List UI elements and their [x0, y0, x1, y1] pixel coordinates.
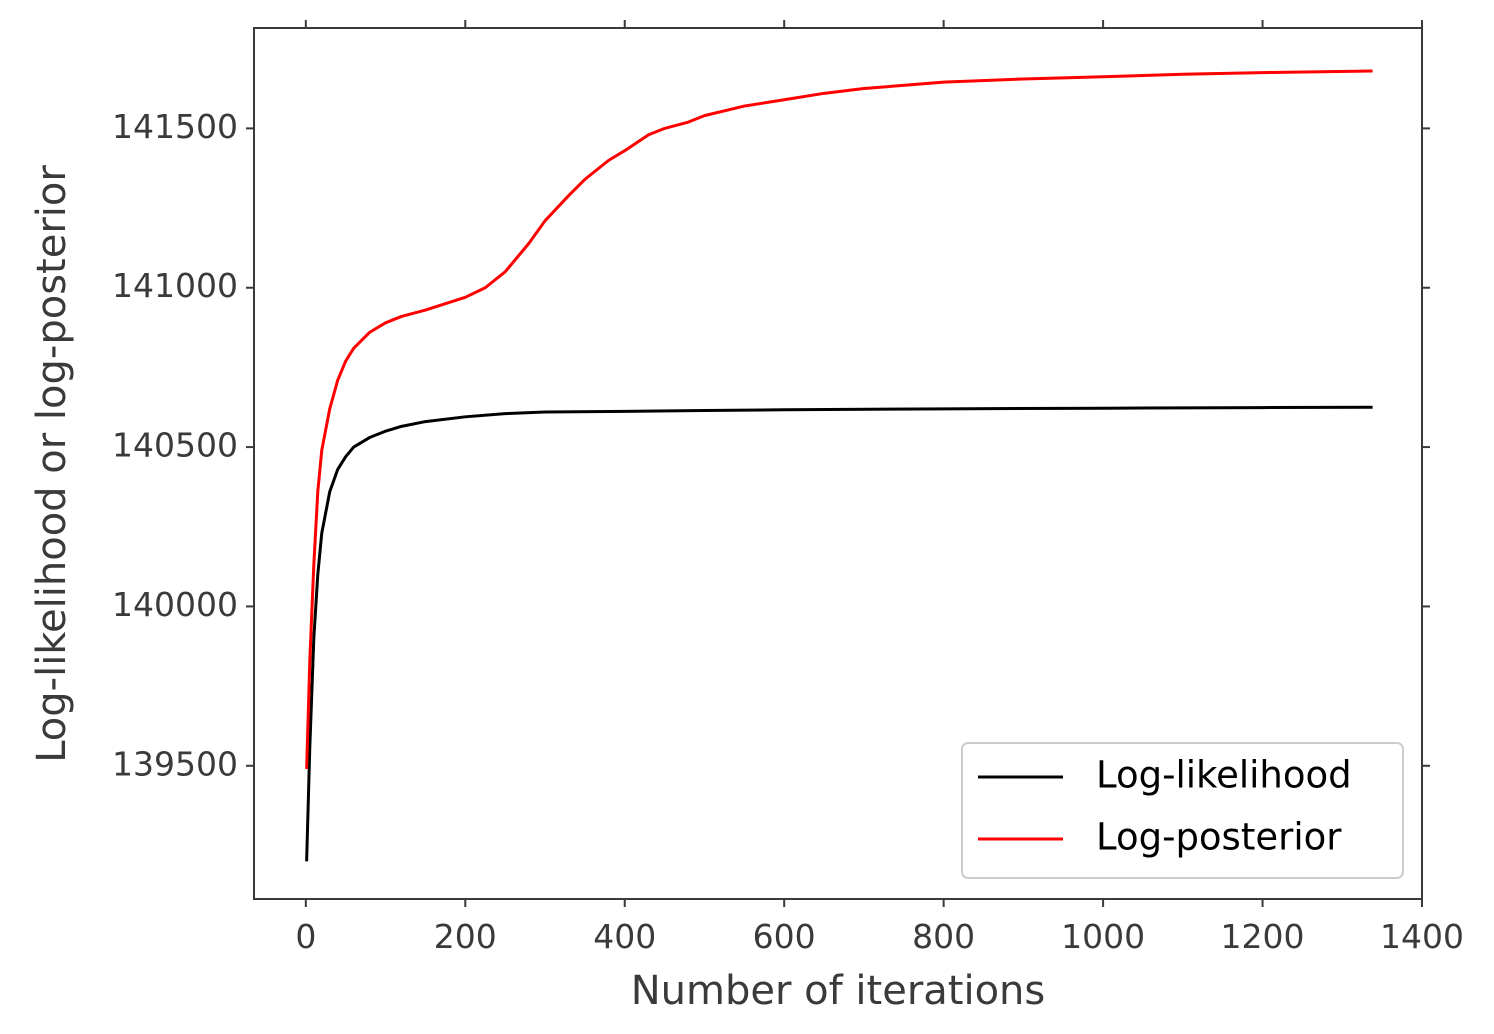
- series-line-log-posterior: [305, 69, 1373, 770]
- x-axis-title: Number of iterations: [631, 968, 1046, 1014]
- y-tick-label: 139500: [112, 744, 238, 783]
- x-tick-label: 200: [434, 917, 497, 956]
- y-axis-title: Log-likelihood or log-posterior: [29, 165, 75, 763]
- x-tick-label: 1200: [1221, 917, 1305, 956]
- legend-box: [961, 742, 1404, 879]
- series-line-log-likelihood: [305, 405, 1373, 862]
- y-tick-label: 141000: [112, 266, 238, 305]
- legend: Log-likelihood Log-posterior: [961, 742, 1404, 879]
- y-tick-label: 140500: [112, 426, 238, 465]
- plot-area-frame: [253, 27, 1423, 900]
- x-tick-label: 400: [593, 917, 656, 956]
- x-tick-label: 800: [912, 917, 975, 956]
- legend-label-log-posterior: Log-posterior: [1096, 816, 1342, 859]
- y-tick-label: 140000: [112, 585, 238, 624]
- series-layer: [305, 69, 1373, 862]
- x-tick-label: 0: [295, 917, 316, 956]
- x-tick-label: 1000: [1061, 917, 1145, 956]
- x-tick-label: 1400: [1380, 917, 1464, 956]
- x-tick-label: 600: [753, 917, 816, 956]
- tick-layer: 0 200 400 600 800 1000 1200 1400 139500 140000 140…: [112, 20, 1464, 956]
- legend-label-log-likelihood: Log-likelihood: [1096, 754, 1352, 797]
- y-tick-label: 141500: [112, 107, 238, 146]
